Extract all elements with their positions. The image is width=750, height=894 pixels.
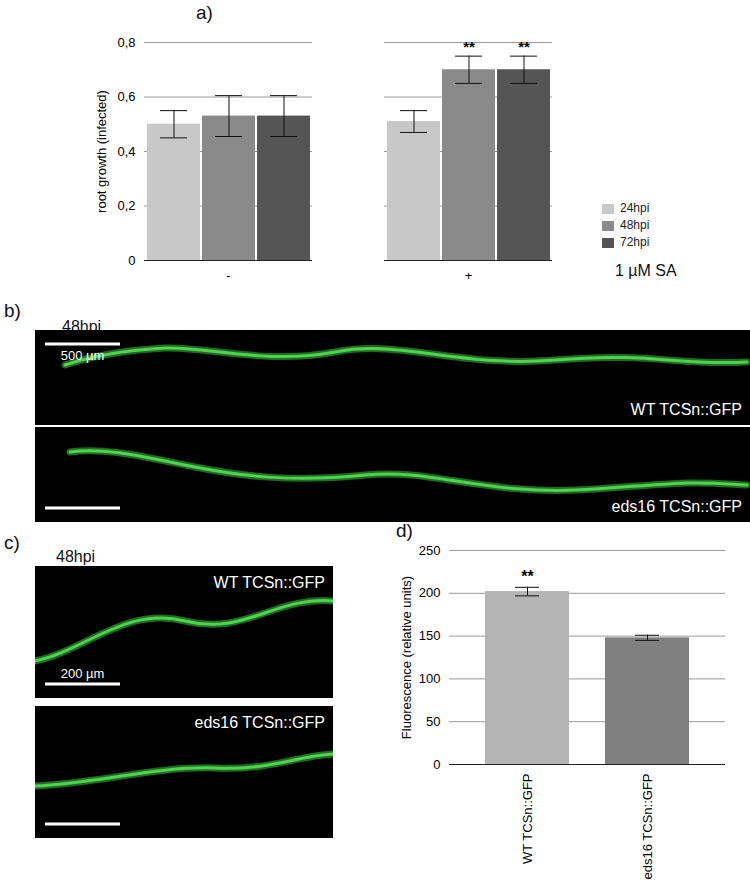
html-text:48hpi: 48hpi	[56, 548, 96, 565]
svg-text:0,4: 0,4	[117, 144, 135, 159]
svg-text:+: +	[465, 268, 473, 283]
svg-text:500 µm: 500 µm	[61, 348, 105, 363]
svg-text:150: 150	[419, 628, 441, 643]
svg-text:**: **	[521, 568, 534, 585]
svg-text:50: 50	[426, 714, 440, 729]
html-text:72hpi: 72hpi	[620, 235, 650, 249]
svg-text:0,2: 0,2	[117, 198, 135, 213]
svg-text:0,6: 0,6	[117, 89, 135, 104]
html-text:d): d)	[396, 520, 413, 541]
svg-text:eds16 TCSn::GFP: eds16 TCSn::GFP	[195, 714, 325, 731]
svg-text:0: 0	[433, 757, 440, 772]
svg-text:WT TCSn::GFP: WT TCSn::GFP	[214, 574, 325, 591]
svg-text:-: -	[226, 268, 230, 283]
svg-text:Fluorescence (relative units): Fluorescence (relative units)	[399, 576, 414, 739]
svg-text:0,8: 0,8	[117, 35, 135, 50]
html-text:24hpi: 24hpi	[620, 201, 650, 215]
svg-text:WT TCSn::GFP: WT TCSn::GFP	[631, 401, 742, 418]
svg-text:root growth (infected): root growth (infected)	[94, 90, 109, 213]
html-text:1 µM SA: 1 µM SA	[615, 262, 677, 279]
svg-text:**: **	[518, 38, 530, 55]
svg-text:eds16 TCSn::GFP: eds16 TCSn::GFP	[640, 774, 655, 880]
svg-text:**: **	[463, 38, 475, 55]
html-text:48hpi: 48hpi	[620, 218, 650, 232]
svg-text:200: 200	[419, 585, 441, 600]
svg-text:250: 250	[419, 543, 441, 558]
html-text:a): a)	[196, 2, 213, 23]
html-text:48hpi: 48hpi	[62, 318, 102, 335]
svg-text:0: 0	[128, 253, 135, 268]
svg-text:eds16 TCSn::GFP: eds16 TCSn::GFP	[612, 498, 742, 515]
svg-text:100: 100	[419, 671, 441, 686]
svg-text:WT TCSn::GFP: WT TCSn::GFP	[520, 774, 535, 865]
html-text:b): b)	[4, 300, 21, 321]
html-text:c): c)	[4, 532, 20, 553]
svg-text:200 µm: 200 µm	[61, 666, 105, 681]
